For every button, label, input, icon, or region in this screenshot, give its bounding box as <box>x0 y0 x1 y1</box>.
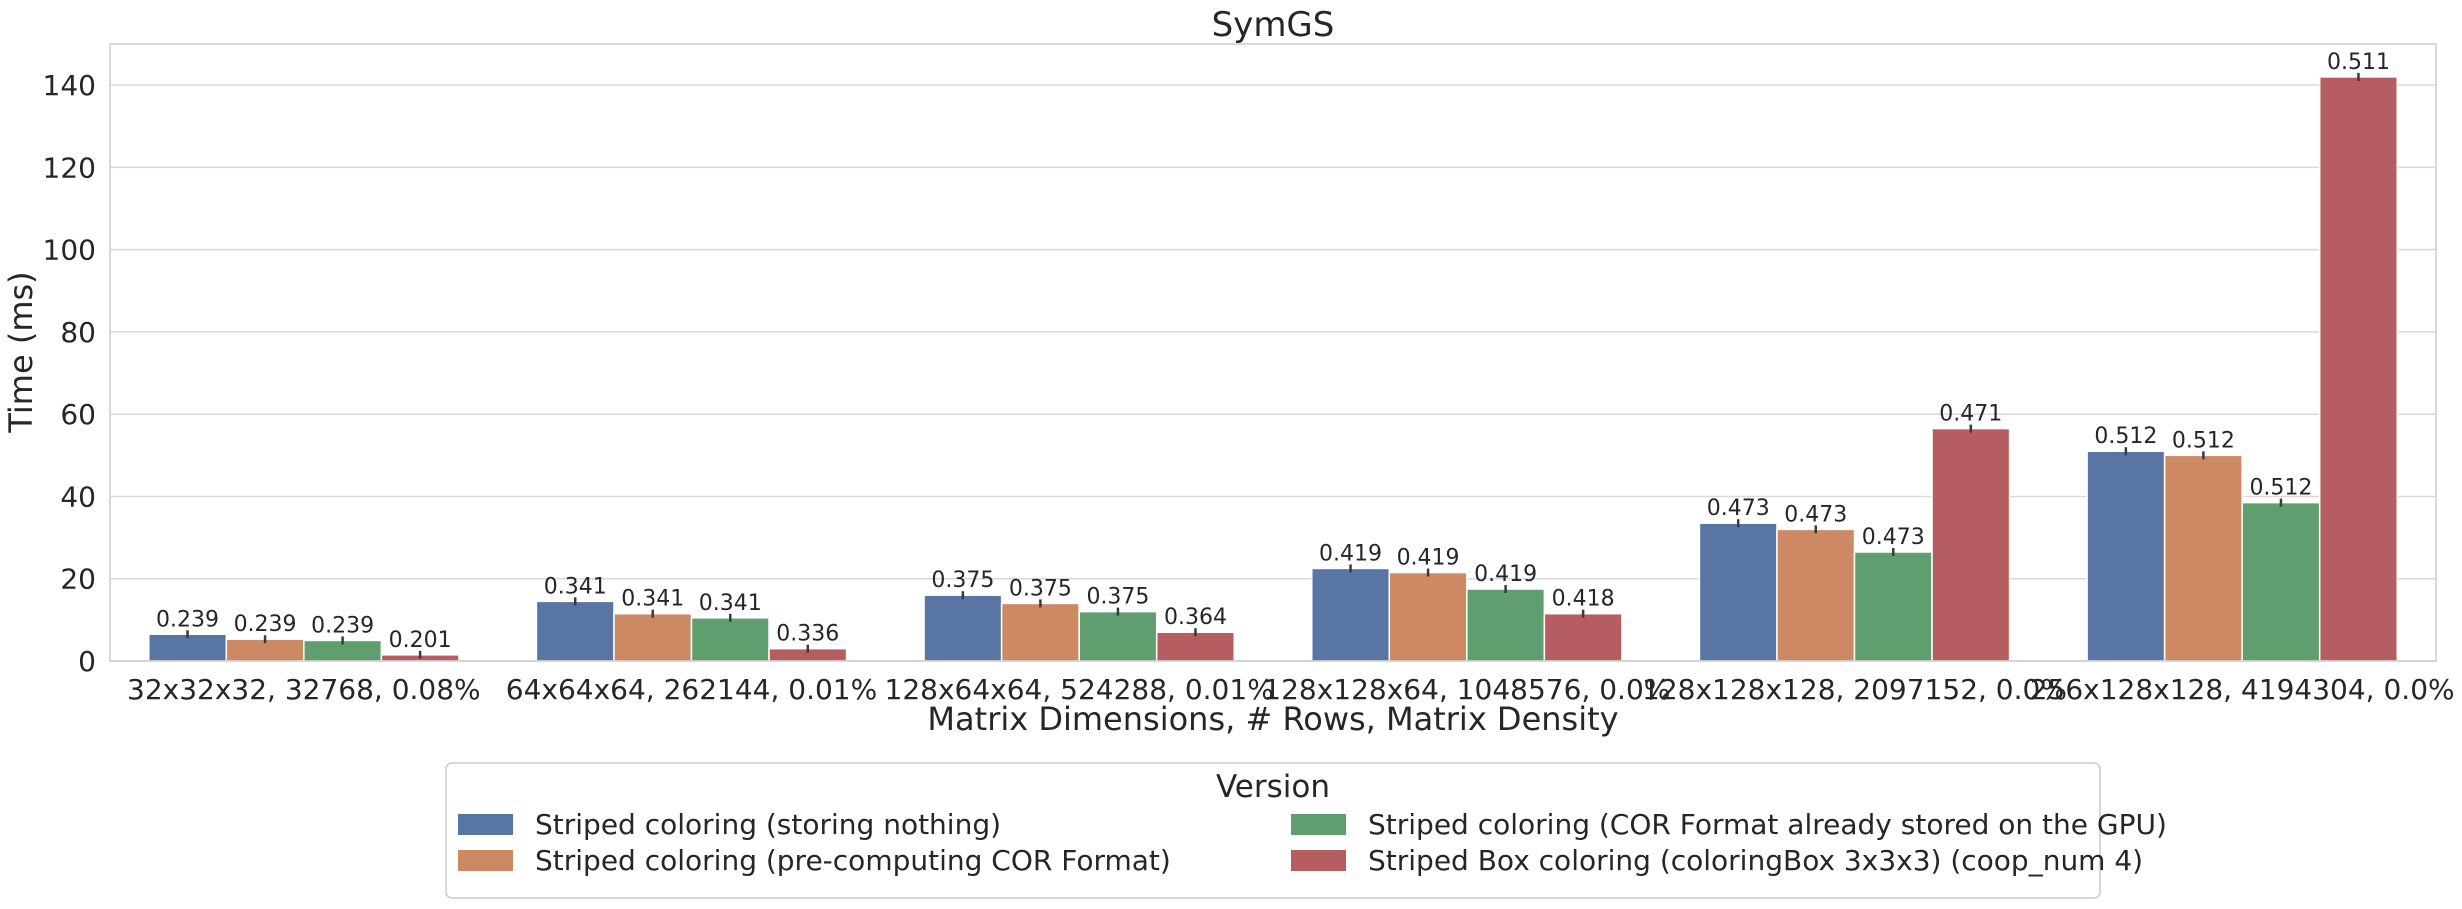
bar <box>1000 602 1080 662</box>
bar <box>148 633 228 662</box>
bar-value-label: 0.375 <box>1086 585 1149 610</box>
bar-value-label: 0.419 <box>1474 562 1537 587</box>
x-tick-label: 32x32x32, 32768, 0.08% <box>127 673 481 706</box>
bar <box>1311 567 1391 662</box>
bar-value-label: 0.471 <box>1939 402 2002 427</box>
y-tick-label: 20 <box>60 563 96 596</box>
bar <box>1931 427 2011 662</box>
bar-value-label: 0.239 <box>234 612 297 637</box>
bars <box>148 72 2398 662</box>
bar-value-label: 0.239 <box>156 607 219 632</box>
x-tick-label: 256x128x128, 4194304, 0.0% <box>2030 673 2455 706</box>
x-tick-label: 128x128x64, 1048576, 0.0% <box>1263 673 1670 706</box>
legend-items: Striped coloring (storing nothing)Stripe… <box>458 808 2167 877</box>
bar-value-label: 0.341 <box>621 587 684 612</box>
bar-value-label: 0.336 <box>776 622 839 647</box>
chart-title: SymGS <box>1212 5 1335 45</box>
y-tick-label: 80 <box>60 316 96 349</box>
legend-swatch <box>458 850 513 871</box>
bar <box>2163 454 2243 662</box>
y-tick-label: 0 <box>78 645 96 678</box>
legend: Version Striped coloring (storing nothin… <box>445 762 2167 899</box>
x-axis-ticks: 32x32x32, 32768, 0.08% 64x64x64, 262144, … <box>127 673 2455 706</box>
bar-value-label: 0.239 <box>311 613 374 638</box>
y-tick-label: 120 <box>43 151 96 184</box>
bar-value-label: 0.201 <box>389 628 452 653</box>
bar <box>1155 631 1235 662</box>
y-axis-title: Time (ms) <box>2 271 40 433</box>
gridlines <box>110 84 2436 662</box>
bar-value-label: 0.419 <box>1397 546 1460 571</box>
bar-value-label: 0.418 <box>1552 587 1615 612</box>
bar-value-label: 0.473 <box>1707 496 1770 521</box>
bar-value-label: 0.364 <box>1164 605 1227 630</box>
bar <box>923 594 1003 662</box>
bar <box>2086 450 2166 662</box>
y-tick-label: 100 <box>43 234 96 267</box>
x-tick-label: 128x64x64, 524288, 0.01% <box>885 673 1274 706</box>
legend-label: Striped coloring (storing nothing) <box>535 808 1001 841</box>
legend-label: Striped coloring (COR Format already sto… <box>1368 808 2167 841</box>
bar-value-label: 0.375 <box>931 568 994 593</box>
y-axis-ticks: 0 20 40 60 80 100 120 140 <box>43 69 96 678</box>
bar <box>1078 610 1158 662</box>
bar-value-label: 0.419 <box>1319 541 1382 566</box>
bar <box>535 600 615 662</box>
bar-value-labels: 0.239 0.239 0.239 0.201 0.341 0.341 0.341 0.336… <box>156 50 2390 653</box>
bar-value-label: 0.512 <box>2094 424 2157 449</box>
bar <box>1388 571 1468 662</box>
bar-value-label: 0.511 <box>2327 50 2390 75</box>
bar <box>2318 76 2398 662</box>
x-tick-label: 128x128x128, 2097152, 0.0% <box>1642 673 2067 706</box>
bar <box>1466 588 1546 662</box>
bar <box>1698 522 1778 662</box>
y-tick-label: 140 <box>43 69 96 102</box>
bar <box>2241 501 2321 662</box>
bar-value-label: 0.512 <box>2249 476 2312 501</box>
legend-swatch <box>1291 850 1346 871</box>
x-tick-label: 64x64x64, 262144, 0.01% <box>506 673 877 706</box>
bar <box>613 612 693 662</box>
bar-value-label: 0.473 <box>1862 525 1925 550</box>
y-tick-label: 40 <box>60 480 96 513</box>
bar-value-label: 0.473 <box>1784 502 1847 527</box>
x-axis-title: Matrix Dimensions, # Rows, Matrix Densit… <box>927 700 1618 738</box>
legend-title: Version <box>1216 769 1330 805</box>
legend-swatch <box>1291 814 1346 835</box>
bar <box>1776 528 1856 662</box>
bar <box>1543 612 1623 662</box>
bar <box>1853 551 1933 662</box>
bar-value-label: 0.341 <box>699 591 762 616</box>
plot-frame <box>109 43 2437 662</box>
bar-value-label: 0.375 <box>1009 576 1072 601</box>
legend-label: Striped Box coloring (coloringBox 3x3x3)… <box>1368 844 2143 877</box>
legend-frame <box>445 762 2101 899</box>
legend-swatch <box>458 814 513 835</box>
y-tick-label: 60 <box>60 398 96 431</box>
legend-label: Striped coloring (pre-computing COR Form… <box>535 844 1171 877</box>
bar <box>690 617 770 662</box>
bar-value-label: 0.512 <box>2172 428 2235 453</box>
bar-value-label: 0.341 <box>544 574 607 599</box>
